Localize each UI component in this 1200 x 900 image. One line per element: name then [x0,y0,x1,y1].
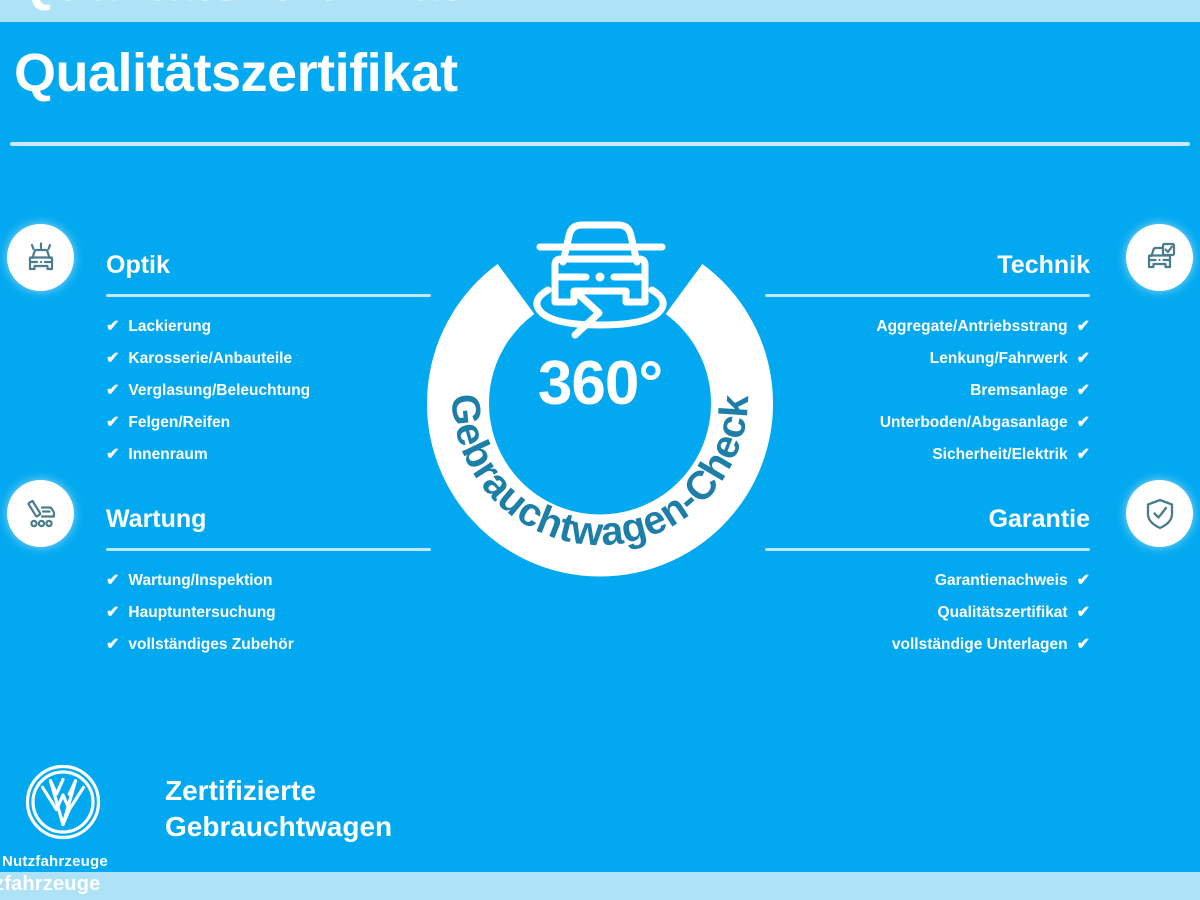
section-divider-garantie [765,548,1090,551]
footer: Zertifizierte Gebrauchtwagen Nutzfahrzeu… [0,745,1200,872]
list-item: Bremsanlage ✔ [765,383,1090,399]
check-icon: ✔ [106,414,120,431]
badge-360-gebrauchtwagen-check: Gebrauchtwagen-Check 360° [400,185,800,585]
check-icon: ✔ [106,572,120,589]
wrench-car-icon [7,480,74,547]
top-bleed-strip: Qualitätszertifikat [0,0,1200,22]
checklist-technik: Aggregate/Antriebsstrang ✔ Lenkung/Fahrwe… [765,319,1090,463]
list-item: Lenkung/Fahrwerk ✔ [765,351,1090,367]
checklist-optik: ✔ Lackierung ✔ Karosserie/Anbauteile ✔ Verg… [106,319,431,463]
section-divider-technik [765,294,1090,297]
footer-claim: Zertifizierte Gebrauchtwagen [165,773,392,845]
check-icon: ✔ [106,382,120,399]
section-optik: Optik ✔ Lackierung ✔ Karosserie/Anbauteile… [106,253,431,479]
footer-claim-line2: Gebrauchtwagen [165,810,393,842]
list-item: ✔ Lackierung [106,319,431,335]
list-item-label: vollständige Unterlagen [891,636,1068,653]
car-shine-icon [7,224,74,291]
checklist-wartung: ✔ Wartung/Inspektion ✔ Hauptuntersuchung ✔… [106,573,431,653]
list-item: ✔ Innenraum [106,447,431,463]
check-icon: ✔ [1076,636,1090,653]
check-icon: ✔ [106,604,120,621]
list-item: ✔ Verglasung/Beleuchtung [106,383,431,399]
list-item-label: Lackierung [128,318,212,335]
list-item-label: Lenkung/Fahrwerk [929,350,1068,367]
list-item-label: Innenraum [128,446,208,463]
list-item-label: vollständiges Zubehör [128,636,294,653]
header-divider [10,142,1190,146]
car-checklist-icon [1126,224,1193,291]
header: Qualitätszertifikat [0,22,1200,146]
list-item: ✔ Hauptuntersuchung [106,605,431,621]
car-rotation-icon [533,221,667,339]
list-item: Unterboden/Abgasanlage ✔ [765,415,1090,431]
page-title: Qualitätszertifikat [14,43,458,103]
list-item-label: Verglasung/Beleuchtung [128,382,311,399]
check-icon: ✔ [106,446,120,463]
check-icon: ✔ [1076,572,1090,589]
list-item: ✔ Karosserie/Anbauteile [106,351,431,367]
list-item-label: Bremsanlage [970,382,1068,399]
list-item: Aggregate/Antriebsstrang ✔ [765,319,1090,335]
footer-brandline: Nutzfahrzeuge [2,853,108,870]
check-icon: ✔ [1076,382,1090,399]
check-icon: ✔ [1076,414,1090,431]
footer-claim-line1: Zertifizierte [165,775,316,806]
section-technik: Technik Aggregate/Antriebsstrang ✔ Lenkun… [765,253,1090,479]
check-icon: ✔ [1076,350,1090,367]
list-item-label: Garantienachweis [934,572,1068,589]
check-icon: ✔ [106,318,120,335]
check-icon: ✔ [106,350,120,367]
list-item: Sicherheit/Elektrik ✔ [765,447,1090,463]
list-item: ✔ Wartung/Inspektion [106,573,431,589]
bleed-bottom-title: zfahrzeuge [0,873,101,895]
shield-check-icon [1126,480,1193,547]
list-item-label: Aggregate/Antriebsstrang [876,318,1068,335]
check-icon: ✔ [106,636,120,653]
list-item-label: Felgen/Reifen [128,414,231,431]
section-wartung: Wartung ✔ Wartung/Inspektion ✔ Hauptunters… [106,507,431,669]
checklist-garantie: Garantienachweis ✔ Qualitätszertifikat ✔ v… [765,573,1090,653]
list-item-label: Unterboden/Abgasanlage [879,414,1068,431]
list-item: ✔ Felgen/Reifen [106,415,431,431]
section-title-garantie: Garantie [988,505,1090,533]
list-item-label: Hauptuntersuchung [128,604,276,621]
check-icon: ✔ [1076,604,1090,621]
section-title-wartung: Wartung [106,505,207,533]
badge-ring [427,264,773,577]
list-item: Garantienachweis ✔ [765,573,1090,589]
list-item-label: Wartung/Inspektion [128,572,273,589]
list-item-label: Qualitätszertifikat [937,604,1068,621]
list-item: vollständige Unterlagen ✔ [765,637,1090,653]
list-item-label: Karosserie/Anbauteile [128,350,293,367]
list-item: Qualitätszertifikat ✔ [765,605,1090,621]
bottom-bleed-strip: zfahrzeuge [0,872,1200,900]
section-divider-wartung [106,548,431,551]
check-icon: ✔ [1076,318,1090,335]
list-item-label: Sicherheit/Elektrik [932,446,1068,463]
section-title-optik: Optik [106,251,170,279]
bleed-top-title: Qualitätszertifikat [14,0,458,9]
list-item: ✔ vollständiges Zubehör [106,637,431,653]
section-title-technik: Technik [997,251,1090,279]
section-garantie: Garantie Garantienachweis ✔ Qualitätszert… [765,507,1090,669]
check-icon: ✔ [1076,446,1090,463]
vw-logo [24,763,102,846]
section-divider-optik [106,294,431,297]
